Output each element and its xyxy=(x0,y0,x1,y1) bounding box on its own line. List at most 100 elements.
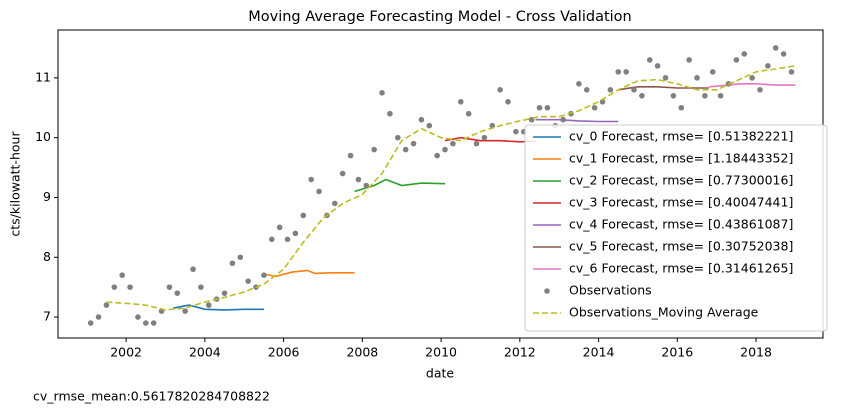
observation-point xyxy=(284,236,291,243)
observation-point xyxy=(394,134,401,141)
observation-point xyxy=(111,284,118,290)
observation-point xyxy=(387,110,393,117)
observation-point xyxy=(347,152,354,159)
observation-point xyxy=(229,260,236,267)
observation-point xyxy=(442,146,448,153)
observation-point xyxy=(174,290,181,296)
observation-point xyxy=(339,170,346,177)
observation-point xyxy=(450,140,456,147)
legend-label: Observations xyxy=(569,283,652,298)
observation-point xyxy=(481,134,488,141)
observation-point xyxy=(639,92,645,99)
observation-point xyxy=(426,122,433,129)
observation-point xyxy=(245,278,251,284)
observation-point xyxy=(87,320,94,326)
observation-point xyxy=(513,128,519,135)
observation-point xyxy=(505,98,511,105)
observation-point xyxy=(150,320,157,326)
observation-point xyxy=(355,176,362,183)
observation-point xyxy=(103,302,110,308)
observation-point xyxy=(654,63,661,69)
observation-point xyxy=(615,69,622,75)
series-line xyxy=(106,65,796,311)
observation-point xyxy=(182,308,188,314)
legend-box xyxy=(524,124,828,332)
legend-label: cv_4 Forecast, rmse= [0.43861087] xyxy=(569,217,793,232)
observation-point xyxy=(749,75,755,81)
observation-point xyxy=(473,140,480,147)
observation-point xyxy=(237,254,244,261)
x-tick-label: 2002 xyxy=(110,345,142,360)
observation-point xyxy=(576,81,582,87)
observation-point xyxy=(119,272,125,279)
observation-point xyxy=(646,57,653,63)
observation-point xyxy=(670,92,677,99)
series-line xyxy=(173,304,264,311)
observation-point xyxy=(741,51,748,57)
observation-point xyxy=(536,104,543,111)
y-tick-label: 11 xyxy=(35,69,51,84)
observation-point xyxy=(717,92,724,99)
observation-point xyxy=(560,116,566,123)
observation-point xyxy=(166,284,173,290)
observation-point xyxy=(127,284,133,290)
observation-point xyxy=(331,200,338,207)
x-tick-label: 2012 xyxy=(504,345,536,360)
observation-point xyxy=(733,57,740,63)
x-tick-label: 2014 xyxy=(583,345,615,360)
observation-point xyxy=(757,87,763,93)
x-axis-label: date xyxy=(426,366,454,381)
observation-point xyxy=(702,92,708,99)
observation-point xyxy=(788,69,795,75)
observation-point xyxy=(135,314,141,320)
observation-point xyxy=(268,236,275,243)
legend-label: cv_3 Forecast, rmse= [0.40047441] xyxy=(569,195,793,210)
legend: cv_0 Forecast, rmse= [0.51382221] cv_1 Fo… xyxy=(524,124,828,332)
observation-point xyxy=(221,290,228,296)
legend-label: cv_2 Forecast, rmse= [0.77300016] xyxy=(569,173,793,188)
series-line xyxy=(708,83,796,88)
y-tick-label: 9 xyxy=(43,189,51,204)
observation-point xyxy=(276,224,283,231)
observation-point xyxy=(142,320,149,326)
observation-point xyxy=(205,302,212,308)
observation-point xyxy=(765,63,771,69)
observation-point xyxy=(402,146,409,153)
y-tick-label: 10 xyxy=(35,129,51,144)
x-tick-label: 2008 xyxy=(346,345,378,360)
legend-label: cv_5 Forecast, rmse= [0.30752038] xyxy=(569,239,793,254)
legend-label: cv_6 Forecast, rmse= [0.31461265] xyxy=(569,261,793,276)
x-tick-label: 2016 xyxy=(661,345,693,360)
chart-title: Moving Average Forecasting Model - Cross… xyxy=(248,9,631,25)
observation-point xyxy=(678,104,685,111)
legend-label: cv_0 Forecast, rmse= [0.51382221] xyxy=(569,129,793,144)
y-axis-label: cts/kilowatt-hour xyxy=(8,131,23,237)
observation-point xyxy=(418,116,425,123)
legend-label: cv_1 Forecast, rmse= [1.18443352] xyxy=(569,151,793,166)
legend-label: Observations_Moving Average xyxy=(569,305,759,320)
observation-point xyxy=(686,57,692,63)
series-line xyxy=(444,136,536,143)
observation-point xyxy=(363,182,370,189)
annotation: cv_rmse_mean:0.5617820284708822 xyxy=(33,389,270,404)
legend-marker xyxy=(544,288,550,294)
observation-point xyxy=(623,69,629,75)
observation-point xyxy=(780,51,787,57)
observation-point xyxy=(497,87,503,93)
observation-point xyxy=(631,87,637,93)
observation-point xyxy=(591,104,598,111)
observation-point xyxy=(544,104,551,111)
observation-point xyxy=(308,176,314,183)
y-tick-label: 8 xyxy=(43,249,51,264)
series-line xyxy=(618,86,709,91)
x-tick-label: 2004 xyxy=(189,345,221,360)
observation-point xyxy=(709,69,716,75)
observation-point xyxy=(410,140,417,147)
x-tick-label: 2006 xyxy=(268,345,300,360)
y-tick-label: 7 xyxy=(43,309,51,324)
observation-point xyxy=(772,45,779,51)
observation-point xyxy=(261,272,267,279)
observation-point xyxy=(190,266,196,273)
observation-point xyxy=(583,87,590,93)
